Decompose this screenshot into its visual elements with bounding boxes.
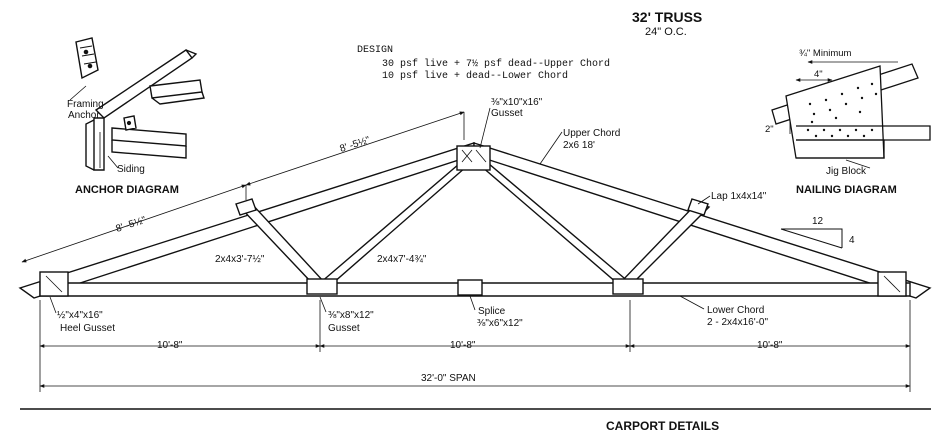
anchor-diagram-caption: ANCHOR DIAGRAM — [75, 184, 179, 196]
nailing-dim-4: 4" — [814, 69, 823, 80]
anchor-diagram — [69, 37, 205, 171]
truss-spacing: 24" O.C. — [645, 26, 687, 38]
rafter-dimension-lines — [21, 111, 465, 263]
design-lower-chord-load: 10 psf live + dead--Lower Chord — [382, 70, 568, 82]
pitch-triangle — [780, 228, 843, 249]
top-gusset — [456, 145, 491, 171]
web-long-label: 2x4x7'-4¾" — [377, 254, 427, 265]
panel-gusset-right — [612, 278, 644, 295]
pitch-rise: 4 — [849, 235, 855, 246]
upper-chord-label-2: 2x6 18' — [563, 140, 595, 151]
heel-gusset-label-2: Heel Gusset — [60, 323, 115, 334]
lower-chord-label-2: 2 - 2x4x16'-0" — [707, 317, 768, 328]
nailing-nail-pattern — [806, 82, 878, 138]
pitch-run: 12 — [812, 216, 824, 227]
design-notes: DESIGN 30 psf live + 7½ psf dead--Upper … — [357, 45, 610, 82]
siding-label: Siding — [117, 164, 145, 175]
nailing-min-label: ¾" Minimum — [799, 48, 852, 59]
framing-anchor-plate — [75, 37, 99, 80]
lap-label: Lap 1x4x14" — [711, 191, 767, 202]
upper-chord-left — [18, 142, 475, 299]
lower-chord-label-1: Lower Chord — [707, 305, 764, 316]
footer-caption: CARPORT DETAILS — [606, 419, 719, 433]
dim-middle-panel: 10'-8" — [450, 340, 476, 351]
nailing-dim-2: 2" — [765, 124, 774, 135]
heel-gusset-leader — [49, 296, 57, 314]
heel-gusset-right — [877, 271, 907, 297]
upper-chord-label-1: Upper Chord — [563, 128, 620, 139]
splice-plate — [457, 279, 483, 296]
heel-gusset-label-1: ½"x4"x16" — [57, 310, 103, 321]
design-upper-chord-load: 30 psf live + 7½ psf dead--Upper Chord — [382, 58, 610, 70]
drawing-title: 32' TRUSS — [632, 9, 702, 25]
panel-gusset-label-2: Gusset — [328, 323, 360, 334]
anchor-ledger — [149, 79, 203, 99]
lap-leader — [697, 195, 711, 205]
rafter-dim-lower: 8' -5½" — [115, 215, 148, 235]
span-label: 32'-0" SPAN — [421, 373, 476, 384]
panel-gusset-left — [306, 278, 338, 295]
anchor-post — [93, 117, 105, 171]
top-gusset-leader — [479, 107, 491, 149]
splice-leader — [469, 295, 476, 311]
top-gusset-label: ⅜"x10"x16" — [491, 97, 543, 108]
top-gusset-word: Gusset — [491, 108, 523, 119]
splice-label-2: ⅜"x6"x12" — [477, 318, 523, 329]
web-short-label: 2x4x3'-7½" — [215, 254, 265, 265]
anchor-joist — [111, 127, 187, 147]
span-dimension-lines — [39, 300, 911, 392]
nailing-diagram-caption: NAILING DIAGRAM — [796, 184, 897, 196]
upper-chord-leader — [539, 131, 563, 165]
lower-chord-leader — [679, 295, 705, 310]
jig-block-label: Jig Block — [826, 166, 867, 177]
design-heading: DESIGN — [357, 45, 393, 56]
framing-label: Framing — [67, 99, 104, 110]
splice-label-1: Splice — [478, 306, 506, 317]
rafter-dim-upper: 8' -5½" — [339, 135, 372, 155]
lap-right — [687, 198, 709, 216]
gusset-details — [45, 149, 901, 293]
panel-gusset-label-1: ⅜"x8"x12" — [328, 310, 374, 321]
nailing-diagram — [771, 60, 931, 169]
jig-block — [796, 139, 885, 159]
truss-assembly — [18, 142, 932, 299]
dim-left-panel: 10'-8" — [157, 340, 183, 351]
panel-gusset-leader — [319, 296, 327, 313]
dim-right-panel: 10'-8" — [757, 340, 783, 351]
anchor-label: Anchor — [68, 110, 100, 121]
